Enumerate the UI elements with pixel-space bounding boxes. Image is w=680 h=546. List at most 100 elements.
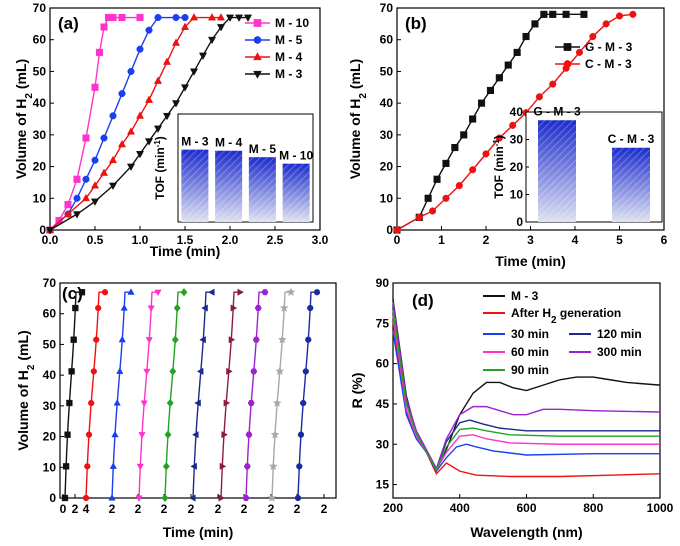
panel-a-data-point [64,201,72,209]
panel-b-data-point [478,99,486,107]
panel-a-data-point [162,57,172,65]
panel-b-label: (b) [405,14,427,33]
panel-c-data-point [223,399,231,407]
panel-a-y-tick-label: 20 [33,160,47,174]
panel-b-data-point [451,143,459,152]
panel-c-x-tick-label: 2 [294,502,301,516]
panel-a-inset-bar-label: M - 5 [249,142,277,156]
panel-c-data-point [164,430,172,439]
panel-c-label: (c) [62,284,83,303]
panel-a-data-point [144,138,154,146]
panel-c-x-tick-label: 4 [83,502,90,516]
panel-a-data-point [136,13,144,22]
panel-c-data-point [147,305,155,313]
panel-a-data-point [145,26,153,34]
panel-a-inset-bar-hatch [181,149,209,222]
panel-a-data-point [82,175,90,183]
panel-a-y-tick-label: 70 [33,1,47,15]
panel-a-y-axis-label: Volume of H2 (mL) [13,59,35,179]
panel-a-data-point [109,112,117,120]
panel-b-data-point [629,10,637,18]
panel-b-x-tick-label: 6 [661,233,668,247]
panel-c-data-point [95,304,102,312]
panel-a-data-point [135,150,145,159]
panel-b-data-point [393,226,401,234]
panel-c-data-point [171,335,179,344]
panel-c-data-point [196,367,204,375]
panel-a-y-tick-label: 50 [33,64,47,78]
panel-b-x-tick-label: 3 [527,233,534,247]
panel-b-data-point [415,213,423,221]
panel-d-series-line [392,315,660,472]
panel-a-data-point [109,13,117,22]
panel-a-data-point [154,13,162,22]
panel-d-legend-label: 30 min [511,327,549,341]
panel-a-data-point [91,83,99,91]
panel-d-legend-label: After H2 generation [511,306,621,326]
panel-a-x-tick-label: 1.5 [177,233,194,247]
panel-c-y-tick-label: 30 [43,399,57,413]
panel-b-inset-y-tick-label: 40 [510,105,524,119]
panel-d: 200 400 600 800 1000 15 30 45 60 75 90 (d) Wavelengt… [349,276,674,540]
panel-c-y-tick-label: 70 [43,276,57,290]
panel-c-data-point [120,304,128,311]
panel-c-cycle-line [297,291,317,499]
panel-b-data-point [455,182,463,190]
panel-b-data-point [562,10,570,18]
panel-a-data-point [189,68,199,76]
panel-d-legend-label: 60 min [511,345,549,359]
panel-c-data-point [108,494,116,501]
panel-a-data-point [118,90,126,98]
panel-d-x-tick-label: 1000 [647,501,674,515]
panel-c-data-point [268,461,278,471]
panel-b-data-point [540,10,548,18]
panel-c-data-point [143,368,151,376]
panel-b-inset-y-tick-label: 20 [510,160,524,174]
panel-b-data-point [482,150,490,158]
panel-d-x-tick-label: 200 [383,501,403,515]
panel-b-y-tick-label: 10 [380,191,394,205]
panel-a-data-point [91,156,99,164]
panel-c-data-point [254,305,262,312]
panel-c-data-point [270,429,280,439]
panel-c-data-point [169,367,177,376]
panel-c-y-tick-label: 60 [43,307,57,321]
panel-a-inset-bar-label: M - 4 [215,136,243,150]
panel-a-legend-marker [253,19,262,27]
panel-c-data-point [154,289,162,297]
panel-c-data-point [297,431,305,438]
panel-c-data-point [252,336,260,343]
panel-b-y-tick-label: 70 [380,1,394,15]
panel-a-data-point [144,95,154,103]
panel-c-data-point [279,303,289,312]
panel-c-data-point [247,400,255,407]
panel-a-data-point [153,76,163,84]
panel-c-data-point [136,463,144,471]
panel-d-series-line [392,331,660,473]
panel-c-cycle-line [111,291,131,499]
panel-a-data-point [81,193,91,202]
panel-b-data-point [442,194,450,202]
panel-b-data-point [602,20,610,28]
panel-a-data-point [100,23,108,31]
panel-c-y-tick-label: 50 [43,337,57,351]
panel-a-inset-bar-hatch [248,157,276,222]
panel-c-data-point [166,398,174,408]
panel-a-data-point [108,155,118,164]
panel-c-data-point [64,431,71,438]
panel-a-data-point [181,13,189,22]
panel-b-data-point [509,121,517,129]
panel-b-y-axis-label: Volume of H2 (mL) [347,59,369,179]
panel-c-x-axis-label: Time (min) [163,524,234,540]
panel-b-data-point [469,115,477,123]
panel-d-y-tick-label: 15 [376,478,390,492]
panel-c-data-point [140,400,148,408]
panel-c-cycle-line [85,291,105,499]
panel-c-data-point [194,399,201,407]
panel-c-data-point [72,304,79,312]
panel-c-axes-frame [59,282,337,499]
panel-c-data-point [277,334,287,344]
panel-b-y-tick-label: 40 [380,96,394,110]
panel-c-data-point [70,336,77,343]
panel-c-data-point [275,366,285,376]
